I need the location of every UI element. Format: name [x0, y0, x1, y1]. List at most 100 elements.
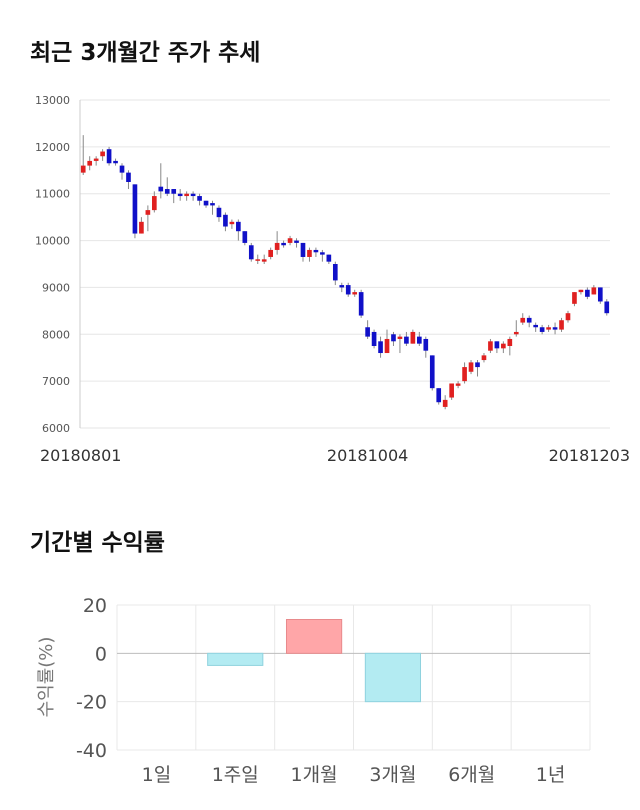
candle-body-down	[365, 327, 370, 337]
candle-body-down	[294, 240, 299, 243]
price-x-ticks: 20180801 20181004 20181203	[40, 446, 630, 465]
candle-body-up	[481, 355, 487, 361]
candle-body-up	[307, 249, 312, 257]
candle	[339, 282, 345, 293]
candle-body-down	[539, 327, 545, 332]
candle-body-up	[455, 383, 461, 386]
price-y-tick-label: 8000	[42, 328, 70, 341]
candle-body-up	[520, 317, 526, 323]
candle	[242, 231, 248, 246]
candle-body-down	[345, 285, 351, 295]
candle-body-up	[255, 259, 261, 261]
candle	[449, 383, 454, 400]
candle	[307, 247, 312, 262]
candle	[287, 235, 293, 246]
candle-body-up	[352, 292, 358, 295]
return-y-tick-label: -20	[76, 692, 107, 714]
candle-body-down	[417, 336, 422, 344]
candle	[352, 289, 358, 297]
candle	[93, 156, 99, 166]
candle-body-down	[332, 264, 338, 281]
candle	[475, 360, 480, 377]
candle-body-up	[468, 362, 474, 372]
return-y-tick-label: -40	[76, 740, 107, 762]
candle	[80, 135, 86, 175]
candle-body-up	[442, 399, 448, 407]
candle	[501, 341, 506, 354]
candle-body-down	[423, 338, 429, 351]
candle	[294, 238, 299, 248]
candle	[423, 336, 429, 358]
return-x-ticks: 1일 1주일 1개월 3개월 6개월 1년	[142, 764, 566, 786]
candle	[190, 191, 196, 201]
return-y-axis-label: 수익률(%)	[36, 637, 57, 718]
candle-body-down	[210, 203, 215, 206]
candle	[481, 353, 487, 363]
candle-body-up	[274, 242, 280, 250]
candle	[106, 146, 112, 166]
candle	[177, 189, 183, 201]
candle-body-up	[229, 221, 235, 225]
candle	[113, 158, 118, 166]
candle-body-up	[559, 320, 564, 330]
candle	[248, 242, 254, 262]
candle-body-down	[171, 189, 177, 194]
candle	[87, 156, 93, 171]
candle-body-down	[106, 149, 112, 164]
candle-body-up	[410, 331, 416, 344]
candle	[436, 388, 442, 405]
candle	[164, 177, 170, 197]
candle	[442, 395, 448, 410]
candle-body-down	[300, 242, 306, 257]
price-x-tick-label: 20181004	[327, 446, 408, 465]
candle	[507, 336, 513, 356]
candle	[203, 200, 209, 208]
return-x-tick-label: 1주일	[212, 764, 259, 786]
candle	[591, 285, 597, 295]
price-grid	[79, 99, 610, 429]
candle	[313, 247, 319, 257]
candle	[126, 170, 131, 190]
candle-body-up	[488, 341, 493, 351]
candle-body-down	[526, 317, 532, 323]
candle	[494, 341, 500, 354]
candle-body-up	[80, 165, 86, 173]
return-chart-title: 기간별 수익률	[30, 530, 165, 556]
price-candles	[80, 135, 610, 410]
candle-body-up	[513, 331, 519, 335]
candle	[520, 313, 526, 325]
candle	[119, 163, 125, 180]
candle-body-down	[164, 189, 170, 194]
candle	[139, 217, 144, 234]
candle	[255, 254, 261, 264]
candle-body-down	[436, 388, 442, 403]
candle	[300, 242, 306, 262]
candle-body-down	[585, 289, 590, 297]
candle	[404, 331, 409, 346]
return-bar	[285, 619, 343, 654]
candle-body-down	[320, 252, 325, 255]
candle	[345, 282, 351, 297]
candle-body-down	[126, 172, 131, 182]
candle-body-down	[113, 160, 118, 164]
candle	[526, 315, 532, 328]
candle-body-up	[384, 338, 390, 354]
price-trend-chart: 6000 7000 8000 9000 10000 11000 12000 13000 201…	[35, 94, 630, 465]
candle	[513, 320, 519, 337]
candle-body-up	[397, 336, 403, 339]
return-bar	[364, 652, 422, 703]
candle	[429, 355, 435, 391]
candle	[281, 240, 286, 248]
candle-body-down	[242, 231, 248, 243]
return-y-ticks: -40 -20 0 20	[76, 595, 107, 762]
price-y-ticks: 6000 7000 8000 9000 10000 11000 12000 13000	[35, 94, 70, 435]
candle-body-down	[236, 221, 241, 232]
price-y-tick-label: 7000	[42, 375, 70, 388]
price-y-tick-label: 12000	[35, 141, 70, 154]
candle-body-down	[358, 292, 364, 316]
candle-body-down	[371, 331, 377, 346]
candle-body-down	[248, 245, 254, 260]
candle-body-down	[429, 355, 435, 389]
candle-body-up	[449, 383, 454, 398]
candle-body-up	[139, 221, 144, 234]
